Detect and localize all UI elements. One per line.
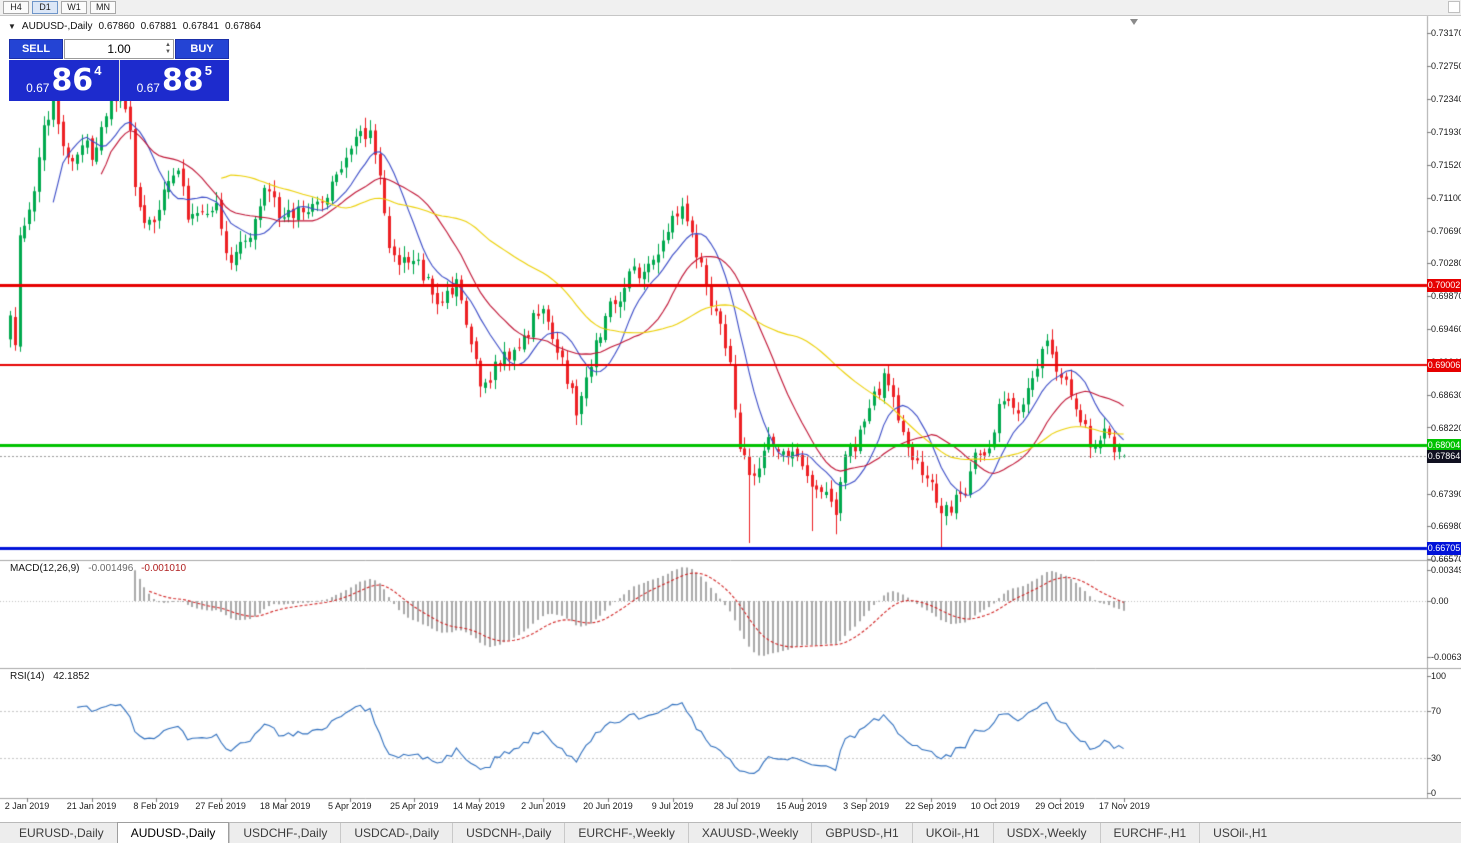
date-label: 29 Oct 2019 — [1035, 801, 1085, 811]
date-label: 9 Jul 2019 — [651, 801, 694, 811]
one-click-trade-panel: SELL 1.00 ▲ ▼ BUY 0.67 86 4 0.67 88 5 — [9, 39, 229, 101]
volume-value: 1.00 — [107, 42, 131, 56]
chart-tab-eurchf-weekly[interactable]: EURCHF-,Weekly — [564, 823, 687, 843]
time-axis[interactable]: 2 Jan 2019 21 Jan 2019 8 Feb 2019 27 Feb 20… — [0, 799, 1427, 815]
chart-tab-ukoil-h1[interactable]: UKOil-,H1 — [911, 823, 993, 843]
chart-tab-xauusd-weekly[interactable]: XAUUSD-,Weekly — [687, 823, 811, 843]
ohlc-high: 0.67881 — [140, 21, 177, 32]
price-level-tag: 0.68004 — [1427, 438, 1461, 452]
chart-tab-audusd-daily[interactable]: AUDUSD-,Daily — [116, 822, 230, 843]
date-label: 15 Aug 2019 — [776, 801, 827, 811]
rsi-indicator-label: RSI(14) 42.1852 — [10, 671, 89, 682]
chart-symbol-period: AUDUSD-,Daily — [21, 21, 93, 32]
date-label: 22 Sep 2019 — [905, 801, 957, 811]
price-scale-label: 0.71520 — [1431, 159, 1461, 170]
price-scale-label: 0.72340 — [1431, 94, 1461, 105]
price-scale-label: 0.72750 — [1431, 61, 1461, 72]
ohlc-open: 0.67860 — [98, 21, 135, 32]
buy-price-prefix: 0.67 — [136, 81, 160, 95]
date-label: 8 Feb 2019 — [133, 801, 179, 811]
price-level-tag: 0.70002 — [1427, 279, 1461, 293]
rsi-scale-label: 0 — [1431, 788, 1437, 798]
macd-scale-label: 0.00349 — [1431, 565, 1461, 576]
sell-price-pip: 4 — [94, 63, 102, 78]
price-scale-label: 0.66570 — [1431, 554, 1461, 564]
chart-tab-usoil-h1[interactable]: USOil-,H1 — [1199, 823, 1280, 843]
timeframe-button-d1[interactable]: D1 — [32, 1, 58, 14]
buy-button[interactable]: BUY — [175, 39, 229, 59]
ohlc-low: 0.67841 — [182, 21, 219, 32]
price-scale-label: 0.69870 — [1431, 291, 1461, 301]
date-label: 5 Apr 2019 — [327, 801, 372, 811]
chart-tab-gbpusd-h1[interactable]: GBPUSD-,H1 — [811, 823, 911, 843]
date-label: 27 Feb 2019 — [195, 801, 246, 811]
price-scale-label: 0.70690 — [1431, 225, 1461, 236]
date-label: 17 Nov 2019 — [1098, 801, 1150, 811]
date-label: 3 Sep 2019 — [843, 801, 890, 811]
chart-shift-marker[interactable] — [1130, 19, 1138, 25]
chart-tab-eurusd-daily[interactable]: EURUSD-,Daily — [19, 826, 104, 840]
chart-tab-usdcnh-daily[interactable]: USDCNH-,Daily — [452, 823, 564, 843]
date-label: 18 Mar 2019 — [259, 801, 311, 811]
chart-tabs-bar: EURUSD-,Daily AUDUSD-,Daily USDCHF-,Daily U… — [0, 822, 1461, 843]
sell-button[interactable]: SELL — [9, 39, 63, 59]
timeframe-toolbar: H4 D1 W1 MN — [0, 0, 1461, 16]
buy-price-display[interactable]: 0.67 88 5 — [119, 60, 229, 101]
ohlc-close: 0.67864 — [224, 21, 262, 32]
ohlc-header: ▼ AUDUSD-,Daily 0.67860 0.67881 0.67841 … — [8, 21, 261, 32]
timeframe-button-w1[interactable]: W1 — [61, 1, 87, 14]
rsi-scale-label: 70 — [1431, 706, 1442, 717]
rsi-value: 42.1852 — [53, 671, 90, 682]
macd-value-signal: -0.001010 — [141, 563, 187, 574]
timeframe-button-h4[interactable]: H4 — [3, 1, 29, 14]
one-click-panel-toggle-icon[interactable]: ▼ — [8, 22, 16, 31]
sell-price-display[interactable]: 0.67 86 4 — [9, 60, 119, 101]
rsi-title: RSI(14) — [10, 671, 45, 682]
date-label: 2 Jan 2019 — [4, 801, 50, 811]
price-scale-label: 0.69460 — [1431, 323, 1461, 334]
macd-value-main: -0.001496 — [88, 563, 134, 574]
rsi-scale-label: 30 — [1431, 752, 1442, 763]
date-label: 21 Jan 2019 — [66, 801, 117, 811]
date-label: 2 Jun 2019 — [521, 801, 566, 811]
price-level-tag: 0.66705 — [1427, 542, 1461, 556]
bid-price-tag: 0.67864 — [1427, 449, 1461, 463]
price-scale-label: 0.70280 — [1431, 258, 1461, 269]
price-scale-label: 0.68220 — [1431, 422, 1461, 433]
volume-spinner: ▲ ▼ — [165, 42, 171, 56]
price-scale-label: 0.67390 — [1431, 488, 1461, 499]
date-label: 14 May 2019 — [452, 801, 505, 811]
price-scale-label: 0.73170 — [1431, 28, 1461, 38]
buy-price-big: 88 — [161, 63, 204, 98]
chart-tab-usdcad-daily[interactable]: USDCAD-,Daily — [340, 823, 452, 843]
chart-tab-usdx-weekly[interactable]: USDX-,Weekly — [992, 823, 1100, 843]
toolbar-corner-box — [1448, 1, 1460, 13]
timeframe-button-mn[interactable]: MN — [90, 1, 116, 14]
date-label: 25 Apr 2019 — [390, 801, 439, 811]
macd-indicator-label: MACD(12,26,9) -0.001496 -0.001010 — [10, 563, 186, 574]
price-scale-label: 0.66980 — [1431, 521, 1461, 532]
date-label: 20 Jun 2019 — [583, 801, 633, 811]
price-scale-label: 0.68630 — [1431, 389, 1461, 400]
chart-tab-usdchf-daily[interactable]: USDCHF-,Daily — [229, 823, 340, 843]
volume-field[interactable]: 1.00 ▲ ▼ — [64, 39, 174, 59]
macd-title: MACD(12,26,9) — [10, 563, 80, 574]
price-scale-label: 0.71930 — [1431, 126, 1461, 137]
macd-scale-label: -0.00637 — [1431, 652, 1461, 663]
buy-price-pip: 5 — [204, 63, 212, 78]
price-scale-label: 0.71100 — [1431, 192, 1461, 203]
volume-up-button[interactable]: ▲ — [165, 42, 171, 48]
timeframe-buttons: H4 D1 W1 MN — [3, 1, 116, 14]
volume-down-button[interactable]: ▼ — [165, 49, 171, 55]
sell-price-big: 86 — [51, 63, 94, 98]
rsi-scale-label: 100 — [1431, 671, 1447, 681]
date-label: 10 Oct 2019 — [970, 801, 1020, 811]
sell-price-prefix: 0.67 — [26, 81, 50, 95]
price-level-tag: 0.69006 — [1427, 358, 1461, 372]
date-label: 28 Jul 2019 — [713, 801, 761, 811]
macd-scale-label: 0.00 — [1431, 596, 1449, 606]
chart-tab-eurchf-h1[interactable]: EURCHF-,H1 — [1099, 823, 1200, 843]
